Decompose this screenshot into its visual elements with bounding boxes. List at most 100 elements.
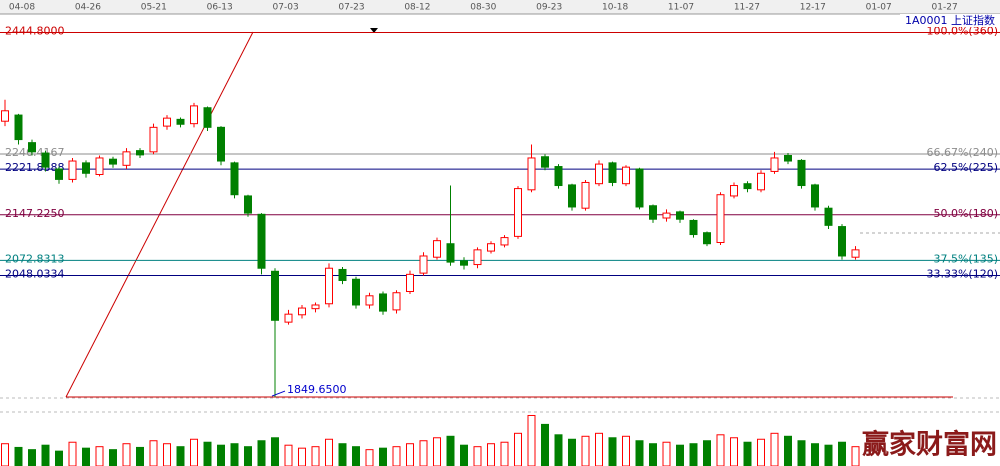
date-label: 12-17	[800, 3, 826, 13]
volume-bar	[770, 432, 779, 466]
volume-bar	[473, 446, 482, 466]
volume-bar	[406, 443, 414, 466]
volume-bar	[14, 446, 23, 466]
candle-body	[122, 151, 131, 166]
date-label: 07-23	[338, 3, 364, 13]
volume-bar	[757, 438, 765, 466]
candle-body	[541, 156, 549, 168]
volume-bar	[244, 446, 252, 466]
volume-bar	[271, 437, 279, 466]
marker	[370, 28, 378, 33]
candle-body	[568, 184, 576, 208]
volume-bar	[716, 434, 725, 466]
candle-body	[244, 195, 252, 214]
volume-bar	[554, 434, 563, 466]
candle-body	[500, 237, 509, 246]
volume-bar	[68, 441, 77, 466]
candle-body	[217, 126, 225, 162]
volume-bar	[230, 443, 239, 466]
candle-body	[838, 226, 846, 257]
volume-bar	[487, 443, 495, 466]
candle-body	[68, 160, 77, 180]
volume-bar	[676, 444, 684, 466]
candle-body	[284, 313, 293, 323]
level-ratio-label: 62.5%(225)	[933, 161, 998, 174]
volume-bar	[149, 440, 158, 466]
candle-body	[716, 194, 725, 243]
candle-body	[433, 240, 441, 258]
candle-body	[811, 184, 819, 208]
candle-body	[379, 293, 387, 312]
candle-body	[824, 207, 833, 226]
candle-body	[136, 150, 144, 156]
level-label: 2221.8388	[5, 161, 65, 174]
date-label: 08-30	[470, 3, 496, 13]
level-ratio-label: 100.0%(360)	[926, 25, 998, 38]
candle-body	[460, 260, 468, 266]
volume-bar	[55, 450, 63, 466]
date-label: 06-13	[207, 3, 233, 13]
candle-body	[662, 212, 671, 219]
candle-body	[392, 292, 401, 311]
candle-body	[338, 268, 347, 281]
date-label: 01-07	[866, 3, 892, 13]
volume-bar	[217, 444, 225, 466]
candle-body	[176, 118, 185, 125]
volume-bar	[298, 447, 306, 466]
candle-body	[703, 232, 711, 245]
volume-bar	[325, 438, 333, 466]
candle-body	[595, 163, 603, 185]
volume-bar	[433, 437, 441, 466]
volume-bar	[581, 435, 590, 466]
watermark: 赢家财富网	[862, 429, 997, 461]
candle-body	[757, 172, 765, 191]
volume-bar	[851, 446, 860, 466]
level-ratio-label: 66.67%(240)	[926, 146, 998, 159]
date-label: 04-26	[75, 3, 101, 13]
date-label: 01-27	[932, 3, 958, 13]
volume-bar	[190, 438, 198, 466]
candle-body	[365, 295, 374, 306]
level-label: 2246.4167	[5, 146, 65, 159]
candle-body	[622, 166, 630, 185]
date-label: 11-07	[668, 3, 694, 13]
candle-body	[55, 168, 63, 180]
volume-bar	[1, 443, 9, 466]
candle-body	[163, 117, 171, 127]
date-label: 10-18	[602, 3, 628, 13]
volume-bar	[527, 414, 536, 466]
level-ratio-label: 33.33%(120)	[926, 268, 998, 281]
volume-bar	[379, 447, 387, 466]
volume-bar	[365, 449, 374, 466]
low-pointer	[271, 390, 286, 397]
candle-body	[730, 185, 738, 197]
date-bar	[0, 0, 1000, 14]
candle-body	[257, 213, 266, 269]
volume-bar	[662, 441, 671, 466]
level-label: 2048.0334	[5, 268, 65, 281]
date-label: 04-08	[9, 3, 35, 13]
volume-bar	[541, 423, 549, 466]
candle-body	[608, 162, 617, 183]
date-label: 09-23	[536, 3, 562, 13]
low-label: 1849.6500	[287, 383, 347, 396]
volume-bar	[784, 435, 792, 466]
volume-bar	[649, 443, 657, 466]
volume-bar	[595, 432, 603, 466]
candle-body	[203, 107, 212, 128]
level-ratio-label: 37.5%(135)	[933, 252, 998, 265]
volume-bar	[446, 435, 455, 466]
date-label: 08-12	[404, 3, 430, 13]
candle-body	[1, 110, 9, 122]
volume-bar	[41, 444, 50, 466]
candle-body	[514, 188, 522, 237]
candle-body	[230, 162, 239, 196]
date-label: 11-27	[734, 3, 760, 13]
candle-body	[298, 307, 306, 316]
candle-body	[95, 157, 104, 176]
volume-bar	[514, 432, 522, 466]
volume-bar	[95, 446, 104, 466]
volume-bar	[568, 438, 576, 466]
candle-body	[770, 157, 779, 172]
volume-bar	[608, 437, 617, 466]
